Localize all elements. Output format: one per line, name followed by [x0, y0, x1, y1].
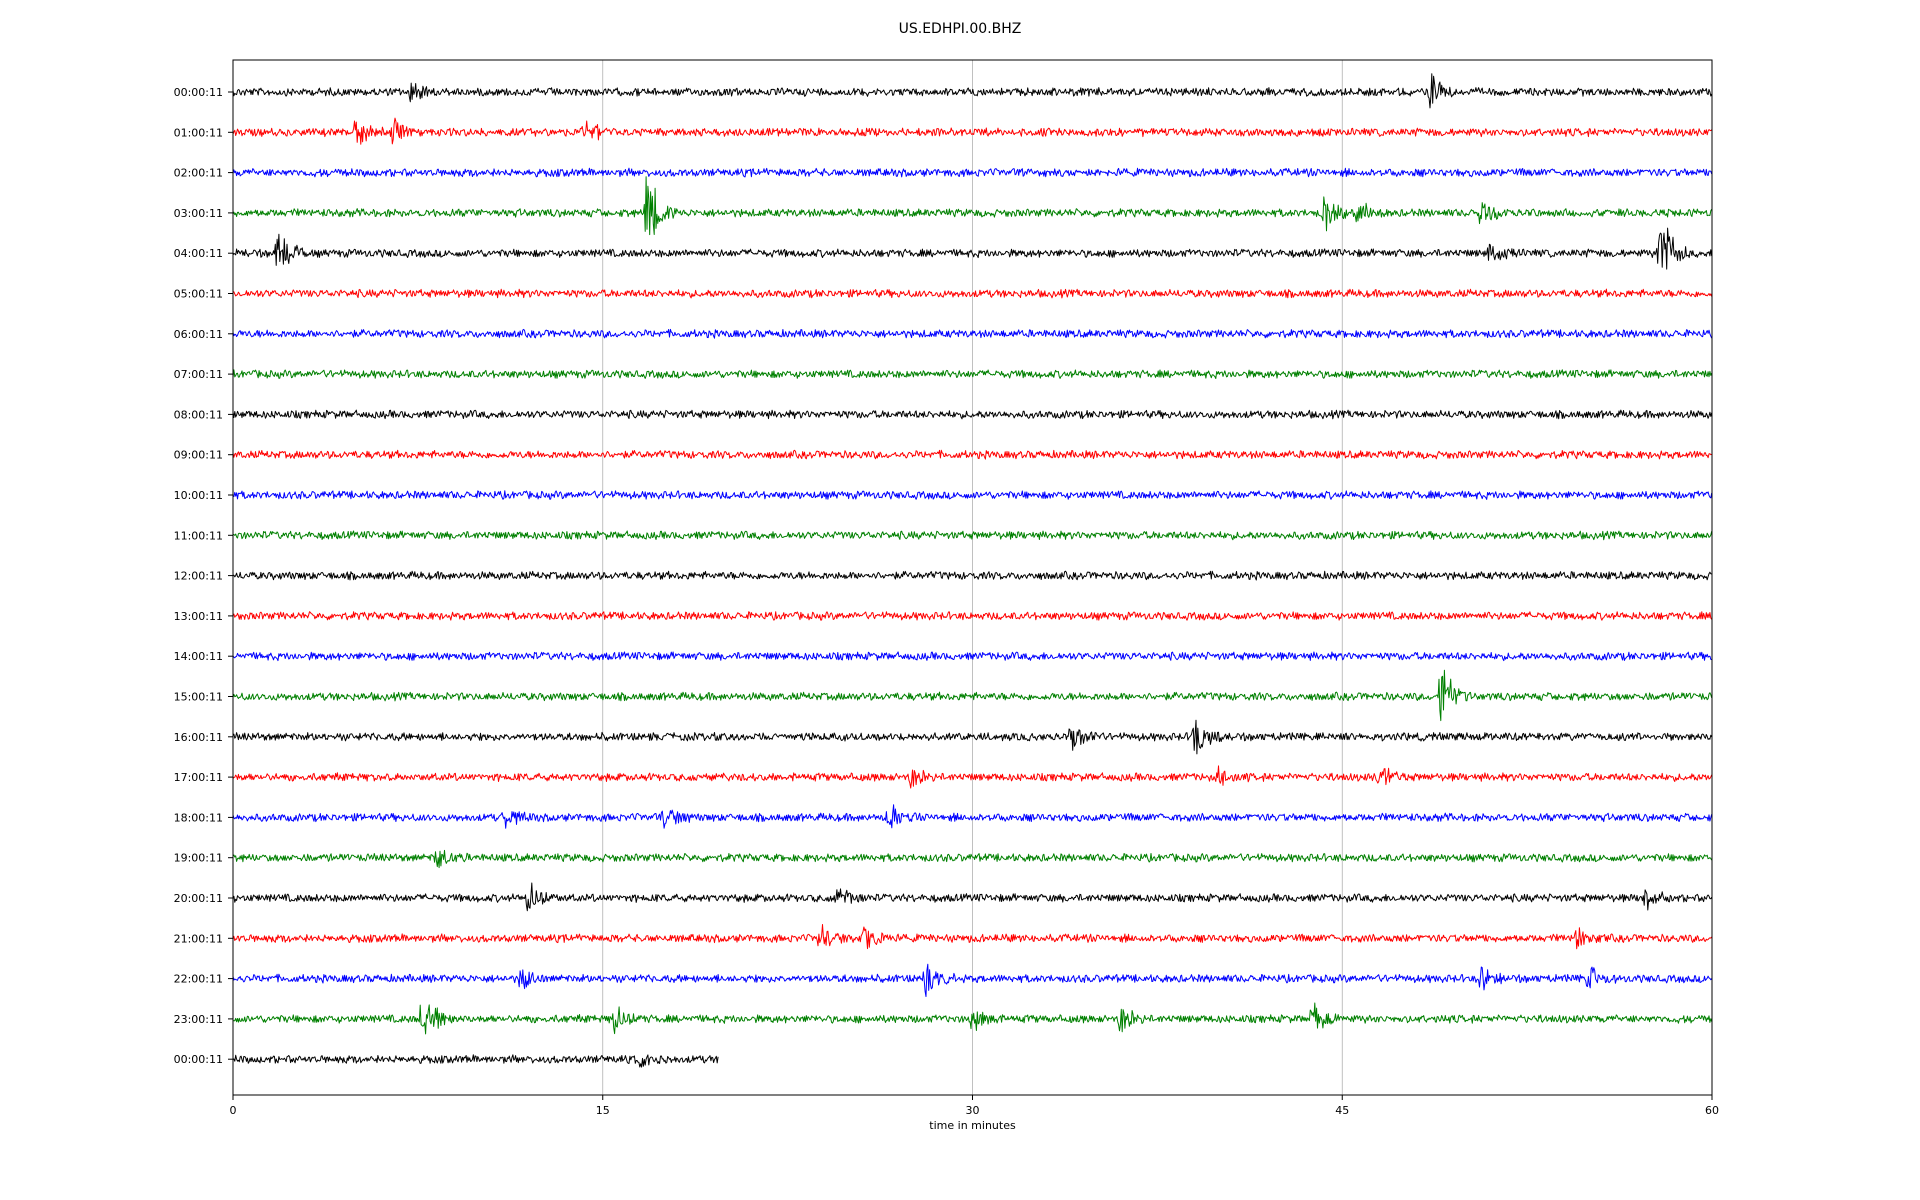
- trace-time-label: 08:00:11: [174, 408, 223, 421]
- seismic-trace-line: [232, 176, 1713, 236]
- x-tick-label: 45: [1335, 1104, 1349, 1117]
- x-tick-label: 15: [596, 1104, 610, 1117]
- trace-time-label: 06:00:11: [174, 328, 223, 341]
- seismic-trace-line: [232, 882, 1713, 912]
- seismic-trace-line: [232, 1054, 719, 1068]
- trace-time-label: 15:00:11: [174, 691, 223, 704]
- seismic-trace-line: [232, 369, 1713, 379]
- seismic-trace-line: [232, 409, 1713, 420]
- x-axis-title: time in minutes: [929, 1119, 1016, 1132]
- seismic-trace-line: [232, 167, 1713, 178]
- trace-time-label: 17:00:11: [174, 771, 223, 784]
- seismic-trace-line: [232, 227, 1713, 270]
- x-tick-label: 0: [230, 1104, 237, 1117]
- trace-time-label: 20:00:11: [174, 892, 223, 905]
- trace-time-label: 10:00:11: [174, 489, 223, 502]
- trace-time-label: 00:00:11: [174, 86, 223, 99]
- seismic-trace-line: [232, 490, 1713, 500]
- seismic-trace-line: [232, 449, 1712, 460]
- seismic-trace-line: [232, 765, 1713, 789]
- seismic-trace-line: [232, 849, 1713, 869]
- seismic-trace-line: [232, 530, 1713, 541]
- seismic-trace-line: [232, 117, 1713, 145]
- seismic-traces: [232, 73, 1713, 1068]
- x-tick-label: 30: [966, 1104, 980, 1117]
- trace-time-label: 01:00:11: [174, 126, 223, 139]
- seismic-trace-line: [232, 570, 1712, 581]
- seismic-trace-line: [232, 924, 1713, 950]
- seismic-trace-line: [232, 328, 1713, 339]
- trace-time-label: 19:00:11: [174, 852, 223, 865]
- chart-title: US.EDHPI.00.BHZ: [898, 21, 1022, 37]
- seismic-trace-line: [232, 73, 1713, 109]
- x-tick-label: 60: [1705, 1104, 1719, 1117]
- trace-time-label: 07:00:11: [174, 368, 223, 381]
- trace-time-label: 09:00:11: [174, 449, 223, 462]
- trace-time-label: 14:00:11: [174, 650, 223, 663]
- seismic-trace-line: [232, 669, 1713, 722]
- seismic-trace-line: [232, 611, 1713, 621]
- seismic-trace-line: [232, 719, 1713, 755]
- seismic-trace-line: [232, 651, 1712, 662]
- seismic-trace-line: [232, 1002, 1713, 1035]
- trace-time-label: 13:00:11: [174, 610, 223, 623]
- trace-time-label: 21:00:11: [174, 932, 223, 945]
- trace-time-label: 05:00:11: [174, 288, 223, 301]
- trace-time-label: 04:00:11: [174, 247, 223, 260]
- trace-time-label: 03:00:11: [174, 207, 223, 220]
- trace-time-label: 02:00:11: [174, 167, 223, 180]
- seismic-trace-line: [232, 963, 1713, 997]
- trace-time-label: 16:00:11: [174, 731, 223, 744]
- trace-time-label: 12:00:11: [174, 570, 223, 583]
- trace-time-label: 18:00:11: [174, 811, 223, 824]
- trace-time-label: 00:00:11: [174, 1053, 223, 1066]
- trace-time-label: 22:00:11: [174, 973, 223, 986]
- trace-time-label: 11:00:11: [174, 529, 223, 542]
- seismic-trace-line: [232, 288, 1713, 299]
- y-axis-labels: 00:00:11 01:00:11 02:00:11 03:00:11 04:00:11…: [174, 86, 233, 1066]
- seismic-trace-line: [232, 804, 1713, 829]
- trace-time-label: 23:00:11: [174, 1013, 223, 1026]
- x-axis-ticks: 0 15 30 45 60: [230, 1095, 1719, 1117]
